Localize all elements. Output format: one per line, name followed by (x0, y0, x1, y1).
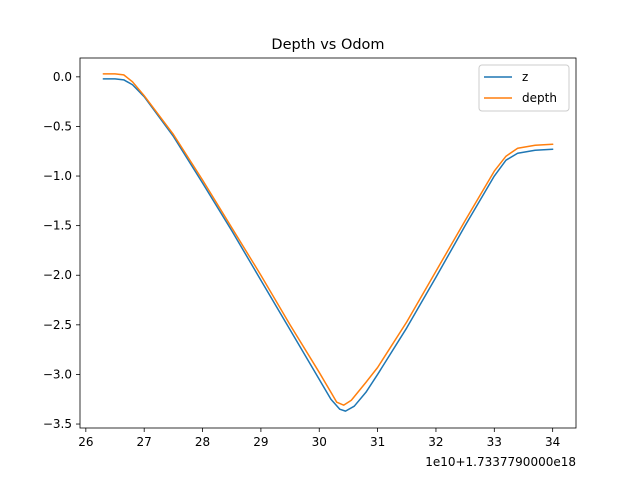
legend-label-depth: depth (522, 91, 557, 105)
x-tick-label: 28 (195, 435, 210, 449)
chart-title: Depth vs Odom (271, 37, 384, 53)
y-tick-label: −2.5 (43, 318, 72, 332)
y-tick-label: −3.5 (43, 417, 72, 431)
series-line-depth (102, 73, 554, 406)
x-tick-label: 34 (545, 435, 560, 449)
x-tick-label: 32 (428, 435, 443, 449)
y-tick-label: −2.0 (43, 268, 72, 282)
x-tick-label: 26 (78, 435, 93, 449)
y-tick-label: −0.5 (43, 119, 72, 133)
legend-label-z: z (522, 70, 528, 84)
x-tick-label: 27 (137, 435, 152, 449)
x-tick-label: 31 (370, 435, 385, 449)
y-tick-label: −1.0 (43, 169, 72, 183)
plot-frame (79, 57, 577, 429)
x-tick-label: 29 (253, 435, 268, 449)
y-tick-label: −3.0 (43, 367, 72, 381)
y-tick-label: −1.5 (43, 219, 72, 233)
plot-area (102, 73, 554, 412)
x-tick-label: 33 (487, 435, 502, 449)
axes: 26 27 28 29 30 31 32 33 34 0.0 −0.5 −1.0 −1.5 −2.0 −2.… (43, 70, 560, 449)
y-tick-label: 0.0 (53, 70, 72, 84)
x-tick-label: 30 (312, 435, 327, 449)
legend: z depth (478, 64, 570, 112)
x-axis-offset-label: 1e10+1.7337790000e18 (425, 455, 576, 469)
series-line-z (102, 78, 554, 412)
